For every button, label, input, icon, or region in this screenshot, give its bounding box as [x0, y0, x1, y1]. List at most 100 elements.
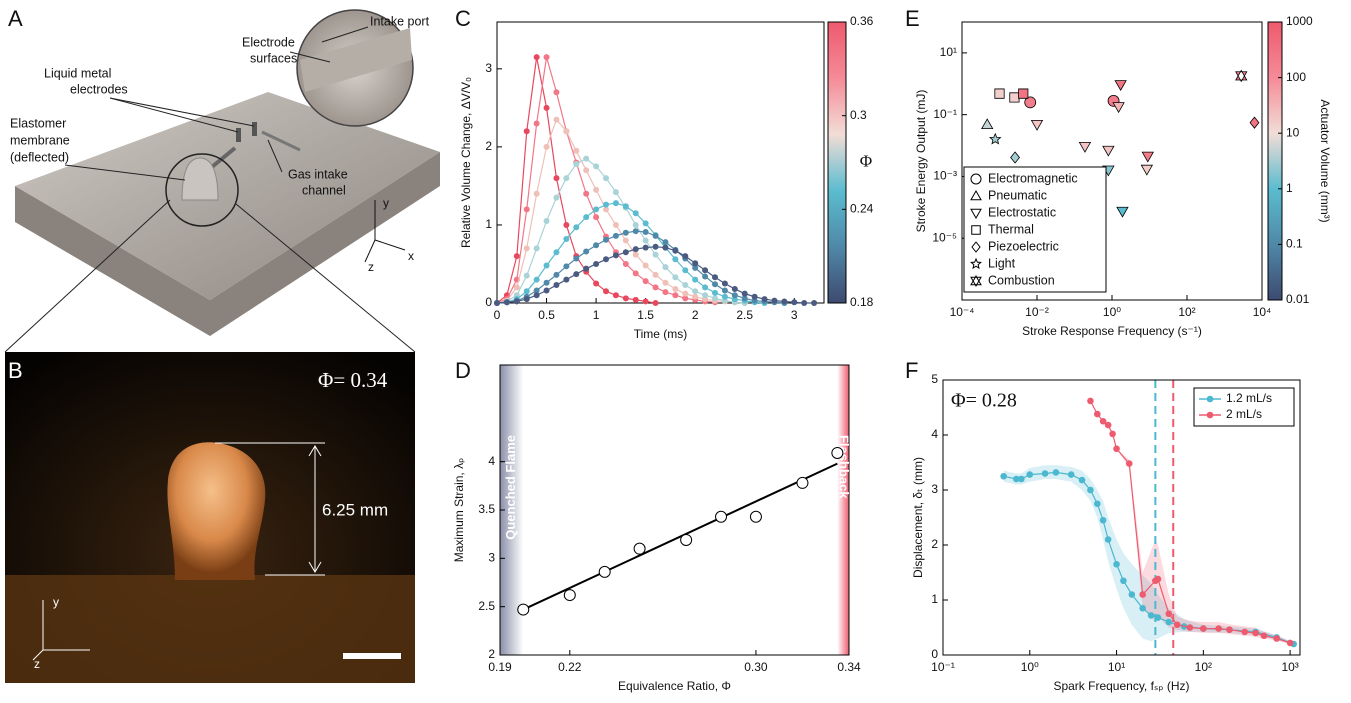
fit-line [522, 462, 838, 611]
y-tick-label: 3 [931, 482, 938, 496]
y-axis-title: Stroke Energy Output (mJ) [914, 90, 928, 233]
point [553, 282, 560, 289]
point [632, 246, 639, 253]
leader [109, 97, 255, 127]
colorbar-tick-label: 0.18 [850, 295, 874, 309]
x-tick-label: 0.30 [744, 660, 768, 674]
point [1113, 560, 1120, 568]
point [1104, 421, 1112, 429]
point [1235, 69, 1248, 83]
legend-marker [970, 189, 982, 201]
colorbar-tick-label: 0.01 [1286, 292, 1310, 306]
point [741, 290, 748, 297]
colorbar-title: Actuator Volume (mm³) [1318, 99, 1332, 222]
membrane-photo [167, 442, 266, 580]
point [598, 565, 611, 578]
point [612, 221, 619, 228]
point [1104, 536, 1112, 543]
y-tick-label: 10⁻¹ [933, 107, 957, 121]
point [583, 248, 590, 255]
point [603, 201, 609, 208]
y-tick-label: 1 [931, 592, 938, 606]
point [632, 296, 639, 303]
point [563, 276, 570, 283]
point [1094, 410, 1101, 418]
point [513, 253, 520, 260]
point [583, 167, 590, 174]
y-tick-label: 1 [485, 217, 492, 231]
x-tick-label: 2 [692, 308, 699, 322]
panel-label: F [905, 358, 918, 383]
legend-marker [970, 257, 982, 270]
point [712, 289, 718, 296]
point [632, 221, 639, 228]
legend-marker [970, 208, 982, 220]
slab-side [15, 152, 440, 336]
point [533, 287, 540, 294]
callout: surfaces [250, 51, 297, 65]
legend-label: 2 mL/s [1226, 407, 1262, 421]
point [715, 510, 728, 523]
point [543, 287, 550, 294]
x-tick-label: 10⁰ [1021, 660, 1039, 674]
point [583, 265, 590, 272]
point [523, 206, 530, 213]
electrode [252, 122, 257, 136]
point [642, 298, 649, 305]
x-tick-label: 10⁻¹ [931, 660, 955, 674]
zoom-line [4, 199, 171, 353]
point [593, 260, 600, 267]
point [603, 256, 609, 263]
panel-b: 6.25 mm Φ= 0.34 y z [5, 352, 415, 683]
point [612, 252, 619, 259]
confidence-band [1090, 400, 1291, 644]
zoom-line [235, 203, 416, 353]
point [682, 267, 689, 274]
point [553, 194, 560, 201]
point [593, 206, 600, 213]
x-tick-label: 10¹ [1108, 660, 1125, 674]
point [563, 221, 570, 228]
legend-label: Thermal [988, 222, 1034, 236]
point [1226, 626, 1233, 633]
point [989, 132, 1002, 145]
axes-arrows [364, 200, 406, 263]
point [553, 271, 560, 278]
legend-label: Light [988, 256, 1016, 270]
point [612, 292, 619, 299]
axis-letter: x [408, 249, 414, 263]
y-tick-label: 10⁻⁵ [932, 230, 957, 244]
callout: Gas intake [288, 167, 348, 181]
point [563, 175, 570, 182]
colorbar-tick-label: 0.24 [850, 202, 874, 216]
point [1173, 621, 1181, 629]
point [503, 299, 510, 306]
axis-letter: y [383, 196, 389, 210]
point [533, 190, 540, 197]
x-tick-label: 1 [593, 308, 600, 322]
point [593, 242, 600, 249]
point [1147, 612, 1155, 619]
point [662, 279, 669, 286]
colorbar-tick-label: 0.1 [1286, 237, 1303, 251]
x-tick-label: 10⁴ [1253, 305, 1272, 319]
legend-label: Electrostatic [988, 205, 1056, 219]
point [672, 274, 679, 281]
point [712, 274, 718, 281]
point [523, 272, 530, 279]
series-line [496, 202, 765, 304]
point [593, 280, 600, 287]
x-tick-label: 0.34 [837, 660, 861, 674]
point [721, 287, 728, 294]
legend-label: 1.2 mL/s [1226, 391, 1272, 405]
point [712, 281, 718, 288]
legend-marker [970, 274, 982, 288]
panel-label: E [905, 6, 920, 31]
point [523, 288, 530, 295]
point [583, 214, 590, 221]
membrane [181, 157, 219, 201]
point [517, 603, 530, 616]
region [837, 365, 849, 655]
colorbar-title: Φ [860, 151, 872, 170]
x-tick-label: 0 [494, 308, 501, 322]
